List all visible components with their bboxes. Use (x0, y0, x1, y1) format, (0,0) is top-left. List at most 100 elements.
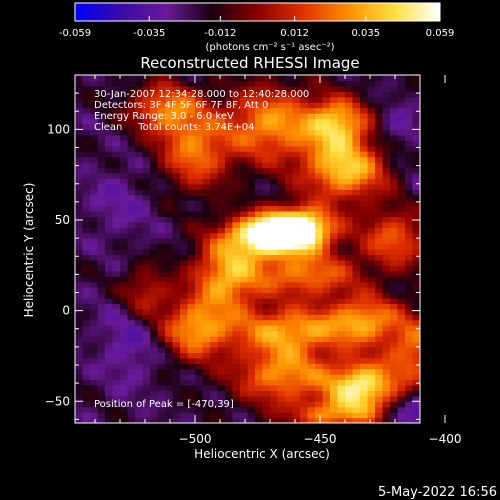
heatmap-cell (210, 232, 219, 239)
heatmap-cell (412, 287, 420, 294)
heatmap-cell (172, 249, 181, 256)
heatmap-cell (232, 259, 241, 266)
heatmap-cell (225, 183, 234, 190)
heatmap-cell (367, 129, 376, 136)
heatmap-cell (150, 210, 159, 217)
heatmap-cell (412, 107, 420, 114)
heatmap-cell (352, 406, 361, 413)
heatmap-cell (142, 341, 151, 348)
heatmap-cell (345, 412, 354, 419)
heatmap-cell (135, 249, 144, 256)
heatmap-cell (352, 308, 361, 315)
heatmap-cell (255, 357, 264, 364)
heatmap-cell (270, 352, 279, 359)
heatmap-cell (397, 232, 406, 239)
heatmap-cell (330, 134, 339, 141)
heatmap-cell (90, 281, 99, 288)
heatmap-cell (202, 379, 211, 386)
heatmap-cell (240, 221, 249, 228)
heatmap-cell (97, 259, 106, 266)
colorbar-ticks: -0.059 -0.035 -0.012 0.012 0.035 0.059 (59, 16, 454, 39)
heatmap-cell (352, 346, 361, 353)
heatmap-cell (225, 249, 234, 256)
heatmap-cell (292, 227, 301, 234)
heatmap-cell (307, 227, 316, 234)
heatmap-cell (360, 330, 369, 337)
heatmap-cell (90, 417, 99, 423)
heatmap-cell (187, 183, 196, 190)
heatmap-cell (315, 346, 324, 353)
heatmap-cell (285, 189, 294, 196)
heatmap-cell (202, 91, 211, 98)
heatmap-cell (165, 172, 174, 179)
heatmap-cell (142, 134, 151, 141)
heatmap-cell (195, 249, 204, 256)
heatmap-cell (292, 325, 301, 332)
heatmap-cell (180, 227, 189, 234)
heatmap-cell (90, 227, 99, 234)
heatmap-cell (142, 205, 151, 212)
heatmap-cell (277, 178, 286, 185)
heatmap-cell (240, 102, 249, 109)
heatmap-cell (270, 238, 279, 245)
heatmap-cell (405, 189, 414, 196)
heatmap-cell (375, 151, 384, 158)
heatmap-cell (225, 276, 234, 283)
heatmap-cell (255, 254, 264, 261)
info-annotations: 30-Jan-2007 12:34:28.000 to 12:40:28.000… (94, 89, 309, 133)
heatmap-cell (255, 292, 264, 299)
heatmap-cell (232, 85, 241, 92)
heatmap-cell (180, 379, 189, 386)
heatmap-cell (247, 118, 256, 125)
heatmap-cell (397, 384, 406, 391)
heatmap-cell (225, 308, 234, 315)
heatmap-cell (172, 281, 181, 288)
heatmap-cell (105, 102, 114, 109)
heatmap-cell (127, 374, 136, 381)
heatmap-cell (232, 178, 241, 185)
heatmap-cell (375, 189, 384, 196)
heatmap-cell (330, 151, 339, 158)
heatmap-cell (127, 113, 136, 120)
heatmap-cell (90, 102, 99, 109)
heatmap-cell (270, 270, 279, 277)
heatmap-cell (352, 227, 361, 234)
heatmap-cell (300, 287, 309, 294)
heatmap-cell (307, 292, 316, 299)
heatmap-cell (172, 363, 181, 370)
heatmap-cell (120, 85, 129, 92)
heatmap-cell (150, 238, 159, 245)
heatmap-cell (337, 417, 346, 423)
heatmap-cell (210, 102, 219, 109)
heatmap-cell (390, 194, 399, 201)
heatmap-cell (307, 118, 316, 125)
heatmap-cell (75, 232, 84, 239)
heatmap-cell (412, 379, 420, 386)
heatmap-cell (285, 417, 294, 423)
heatmap-cell (240, 390, 249, 397)
heatmap-cell (397, 270, 406, 277)
heatmap-cell (135, 412, 144, 419)
heatmap-cell (412, 205, 420, 212)
heatmap-cell (375, 390, 384, 397)
heatmap-cell (292, 346, 301, 353)
heatmap-cell (382, 292, 391, 299)
heatmap-cell (217, 406, 226, 413)
heatmap-cell (97, 265, 106, 272)
heatmap-cell (195, 292, 204, 299)
heatmap-cell (292, 379, 301, 386)
heatmap-cell (397, 156, 406, 163)
heatmap-cell (360, 167, 369, 174)
heatmap-cell (157, 205, 166, 212)
heatmap-cell (397, 216, 406, 223)
heatmap-cell (195, 102, 204, 109)
heatmap-cell (405, 85, 414, 92)
heatmap-cell (412, 118, 420, 125)
heatmap-cell (315, 352, 324, 359)
heatmap-cell (240, 401, 249, 408)
heatmap-cell (292, 172, 301, 179)
heatmap-cell (157, 254, 166, 261)
heatmap-cell (180, 292, 189, 299)
heatmap-cell (255, 287, 264, 294)
heatmap-cell (322, 216, 331, 223)
